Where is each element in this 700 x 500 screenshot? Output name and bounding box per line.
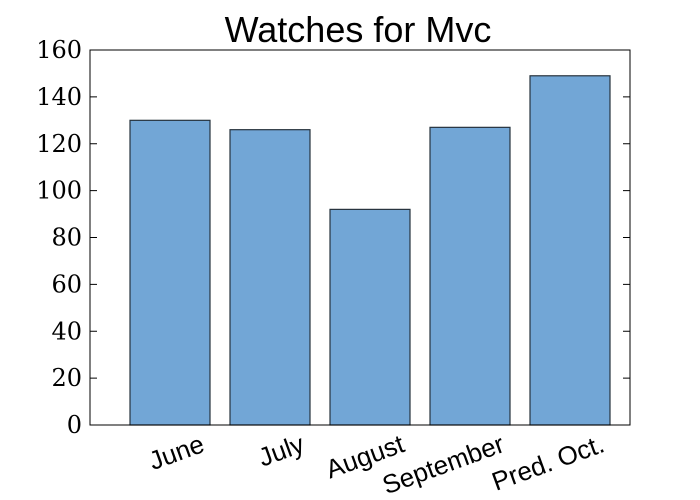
bar-pred-oct — [529, 75, 611, 426]
y-tick-label: 40 — [51, 317, 82, 345]
y-tick-label: 20 — [51, 364, 82, 392]
x-tick-label: July — [254, 428, 308, 472]
y-tick-label: 80 — [51, 224, 82, 252]
y-axis-ticks: 0 20 40 60 80 100 120 140 160 — [36, 36, 630, 439]
y-tick-label: 120 — [36, 130, 82, 158]
plot-frame — [89, 49, 631, 426]
y-tick-label: 140 — [36, 83, 82, 111]
x-tick-label: Pred. Oct. — [488, 428, 608, 496]
y-tick-label: 60 — [51, 270, 82, 298]
bar-july — [229, 129, 311, 426]
bar-august — [329, 208, 411, 426]
bar-september — [429, 126, 511, 426]
y-tick-label: 100 — [36, 177, 82, 205]
bar-june — [129, 119, 211, 426]
chart-title: Watches for Mvc — [225, 9, 492, 50]
y-tick-label: 0 — [67, 411, 82, 439]
bars-group — [129, 75, 611, 426]
x-tick-label: June — [145, 428, 208, 475]
y-tick-label: 160 — [36, 36, 82, 64]
